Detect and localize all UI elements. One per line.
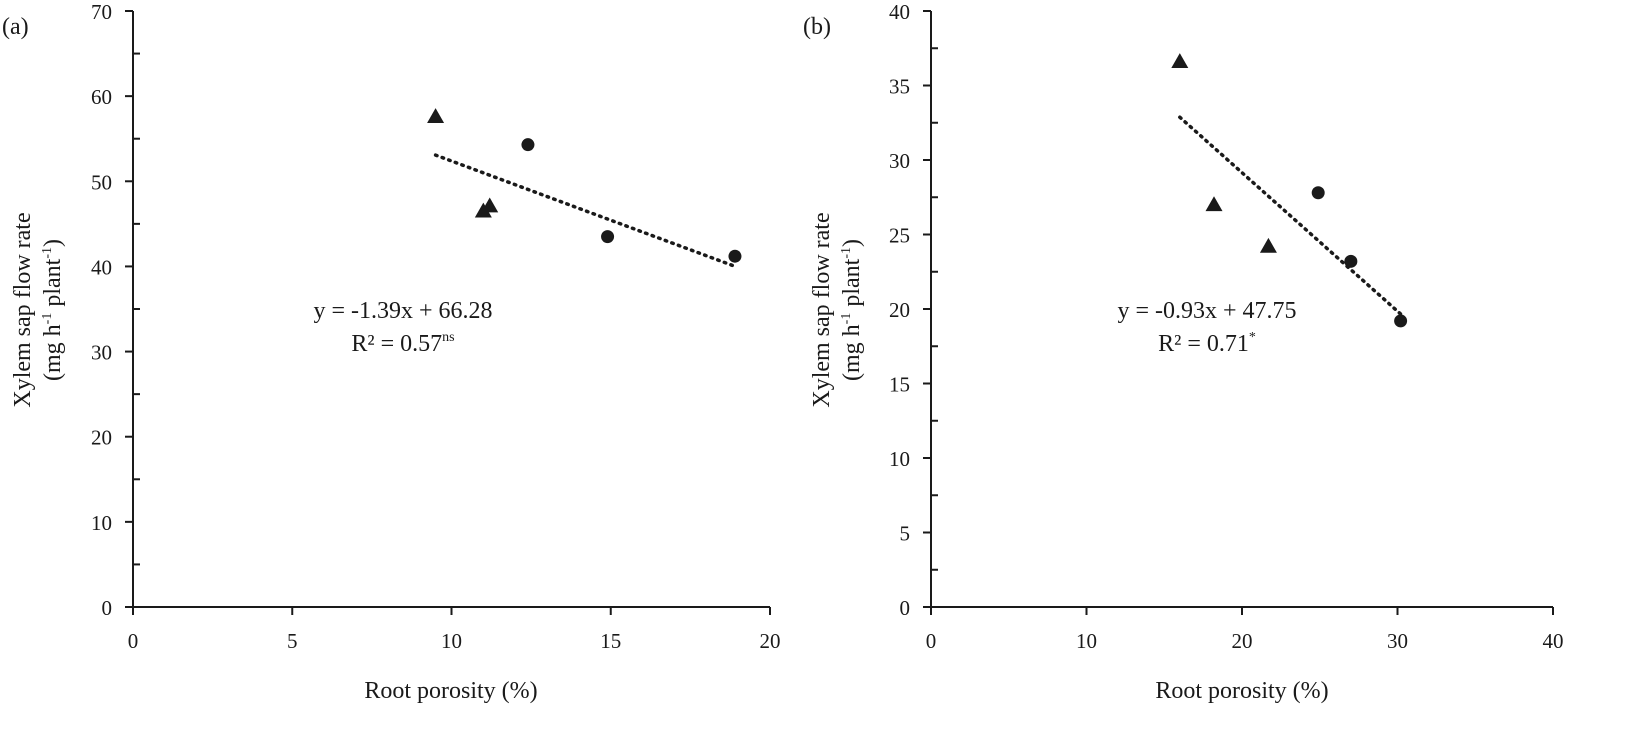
panel-a-y-unit-part1: (mg h — [40, 324, 66, 381]
panel-b-y-unit-exp1: -1 — [839, 313, 854, 325]
panel-b-y-title-line1: Xylem sap flow rate — [809, 212, 835, 407]
panel-a-triangle-point-0 — [427, 108, 445, 123]
panel-a-y-tick-label-7: 70 — [91, 0, 112, 24]
panel-b-x-tick-label-0: 0 — [926, 629, 937, 653]
panel-b-x-tick-label-1: 10 — [1076, 629, 1097, 653]
panel-a-y-title: Xylem sap flow rate (mg h-1 plant-1) — [10, 212, 66, 407]
panel-a-x-tick-label-0: 0 — [128, 629, 139, 653]
panel-a-marks — [427, 108, 742, 263]
panel-a-circle-point-0 — [521, 138, 535, 152]
panel-a-triangle-point-2 — [481, 197, 499, 213]
panel-b-y-tick-label-5: 25 — [889, 224, 910, 248]
panel-a-y-tick-label-0: 0 — [102, 596, 113, 620]
panel-a-y-tick-label-1: 10 — [91, 511, 112, 535]
panel-a-trend-group — [433, 153, 737, 269]
panel-b-y-tick-label-8: 40 — [889, 0, 910, 24]
panel-b-label: (b) — [803, 14, 831, 40]
panel-b-y-unit-exp2: -1 — [839, 247, 854, 259]
panel-b-r2: R² = 0.71* — [1158, 330, 1256, 357]
panel-a-y-tick-label-4: 40 — [91, 255, 112, 279]
panel-b-circle-point-2 — [1394, 314, 1408, 328]
panel-a-circle-point-1 — [601, 230, 615, 244]
panel-b-trendline — [1178, 115, 1403, 316]
panel-a-x-tick-label-2: 10 — [441, 629, 462, 653]
panel-b-equation: y = -0.93x + 47.75 — [1117, 298, 1296, 324]
panel-a-trendline — [433, 153, 737, 269]
panel-a-x-tick-label-1: 5 — [287, 629, 298, 653]
panel-a-axes: 0 5 10 15 20 0 10 20 30 40 50 60 70 — [91, 0, 781, 653]
panel-b-y-tick-label-2: 10 — [889, 447, 910, 471]
panel-a-y-unit-exp1: -1 — [40, 313, 55, 325]
panel-a-x-title: Root porosity (%) — [364, 678, 537, 704]
panel-a-x-tick-label-3: 15 — [600, 629, 621, 653]
panel-a-r2-sup: ns — [442, 330, 454, 345]
panel-b-y-tick-label-0: 0 — [900, 596, 911, 620]
panel-b-r2-value: R² = 0.71 — [1158, 331, 1249, 357]
panel-a-label: (a) — [2, 14, 29, 40]
panel-b-y-tick-label-3: 15 — [889, 373, 910, 397]
panel-b-y-tick-label-6: 30 — [889, 149, 910, 173]
panel-a-r2: R² = 0.57ns — [351, 330, 454, 357]
panel-b-x-tick-label-4: 40 — [1543, 629, 1564, 653]
panel-b-x-title: Root porosity (%) — [1155, 678, 1328, 704]
panel-b: (b) Xylem sap flow rate (mg h-1 plant-1)… — [803, 0, 1564, 704]
panel-b-r2-sup: * — [1249, 330, 1256, 345]
panel-a-y-title-line2: (mg h-1 plant-1) — [40, 239, 66, 381]
panel-b-x-tick-label-3: 30 — [1387, 629, 1408, 653]
panel-a-equation: y = -1.39x + 66.28 — [313, 298, 492, 324]
panel-a-y-title-line1: Xylem sap flow rate — [10, 212, 36, 407]
panel-a-circle-point-2 — [728, 249, 742, 263]
panel-b-y-tick-label-4: 20 — [889, 298, 910, 322]
panel-b-trend-group — [1178, 115, 1403, 316]
panel-a-y-tick-label-6: 60 — [91, 85, 112, 109]
panel-b-triangle-point-2 — [1259, 237, 1277, 253]
panel-b-circle-point-1 — [1344, 254, 1358, 268]
panel-a-y-tick-label-5: 50 — [91, 170, 112, 194]
panel-b-y-unit-part2: plant — [839, 258, 865, 312]
panel-b-x-tick-label-2: 20 — [1232, 629, 1253, 653]
panel-a-y-unit-part2: plant — [40, 258, 66, 312]
panel-a-y-tick-label-2: 20 — [91, 426, 112, 450]
panel-b-y-title: Xylem sap flow rate (mg h-1 plant-1) — [809, 212, 865, 407]
panel-b-triangle-point-1 — [1205, 196, 1223, 212]
panel-a-x-tick-label-4: 20 — [760, 629, 781, 653]
panel-b-y-unit-part3: ) — [839, 239, 865, 247]
panel-b-y-unit-part1: (mg h — [839, 324, 865, 381]
panel-a-y-tick-label-3: 30 — [91, 341, 112, 365]
panel-a-r2-value: R² = 0.57 — [351, 331, 442, 357]
panel-b-triangle-point-0 — [1171, 53, 1189, 69]
panel-b-circle-point-0 — [1311, 186, 1325, 200]
panel-a-y-unit-part3: ) — [40, 239, 66, 247]
panel-a-y-unit-exp2: -1 — [40, 247, 55, 259]
panel-b-y-title-line2: (mg h-1 plant-1) — [839, 239, 865, 381]
panel-b-y-tick-label-1: 5 — [900, 522, 911, 546]
panel-b-marks — [1171, 53, 1408, 328]
panel-b-axes: 0 10 20 30 40 0 5 10 15 20 25 30 35 40 — [889, 0, 1564, 653]
panel-b-y-tick-label-7: 35 — [889, 75, 910, 99]
panel-a: (a) Xylem sap flow rate (mg h-1 plant-1)… — [2, 0, 781, 704]
